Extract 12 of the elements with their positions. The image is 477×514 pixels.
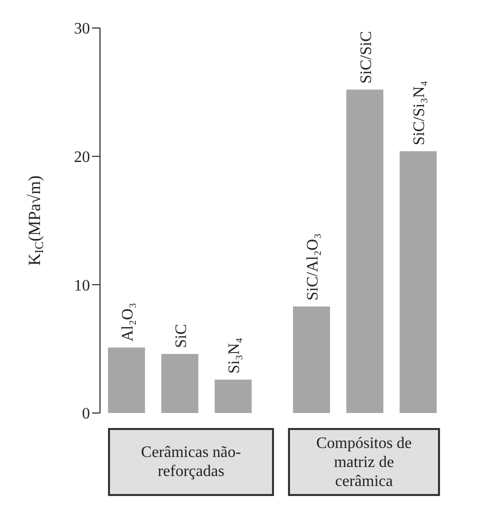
text: Cerâmicas não-reforçadas bbox=[108, 428, 274, 496]
x-tick-label: SiC/SiC bbox=[358, 31, 375, 84]
y-tick-label: 30 bbox=[74, 20, 90, 38]
y-tick-label: 0 bbox=[82, 406, 90, 423]
x-tick-label: Al₂O₃ bbox=[120, 302, 136, 342]
x-tick-label: SiC bbox=[172, 324, 190, 348]
y-tick-label: 10 bbox=[74, 277, 90, 294]
x-tick-label: SiC/Si₃N₄ bbox=[411, 80, 428, 146]
y-tick-label: 20 bbox=[74, 149, 90, 166]
x-tick-label: Si₃N₄ bbox=[226, 337, 244, 374]
x-tick-label: SiC/Al₂O₃ bbox=[304, 233, 322, 300]
text: Compósitos de matriz de cerâmica bbox=[288, 428, 440, 496]
